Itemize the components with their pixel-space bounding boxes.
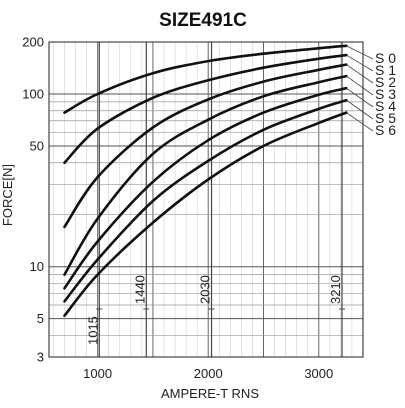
y-tick-label: 50	[30, 138, 44, 153]
x-tick-label: 1000	[83, 366, 112, 381]
x-tick-label: 3000	[304, 366, 333, 381]
force-curves	[63, 44, 348, 317]
y-tick-label: 10	[30, 259, 44, 274]
series-leader	[346, 99, 374, 120]
x-tick-label: 2000	[194, 366, 223, 381]
force-curve	[63, 53, 348, 164]
force-curve	[63, 74, 348, 276]
series-label: S 1	[375, 62, 396, 78]
series-leader	[346, 75, 374, 96]
y-axis-label: FORCE[N]	[0, 164, 15, 226]
marker-label: 3210	[328, 275, 343, 304]
y-tick-label: 200	[22, 35, 44, 50]
y-tick-label: 3	[37, 350, 44, 365]
series-label: S 0	[375, 50, 396, 66]
series-leader	[346, 64, 374, 84]
series-label: S 3	[375, 86, 396, 102]
force-curve	[63, 63, 348, 229]
force-curve	[63, 111, 348, 317]
axis-ticks: 1000 2000 3000 3 5 10 50 100 200	[22, 35, 333, 382]
series-label: S 4	[375, 98, 396, 114]
series-label: S 5	[375, 110, 396, 126]
y-tick-label: 100	[22, 86, 44, 101]
force-curve	[63, 98, 348, 303]
y-tick-label: 5	[37, 311, 44, 326]
x-axis-label: AMPERE-T RNS	[161, 386, 259, 401]
series-leader	[346, 87, 374, 108]
marker-label: 1015	[85, 316, 100, 345]
ampere-markers: 1015 1440 2030 3210	[85, 42, 345, 357]
force-curve	[63, 44, 348, 114]
plot-frame	[48, 41, 364, 358]
series-label: S 6	[375, 122, 396, 138]
marker-label: 1440	[132, 275, 147, 304]
series-leader	[346, 45, 374, 60]
marker-label: 2030	[198, 275, 213, 304]
series-leader	[346, 112, 374, 132]
series-label: S 2	[375, 74, 396, 90]
series-labels: S 0S 1S 2S 3S 4S 5S 6	[346, 45, 396, 138]
series-leader	[346, 54, 374, 72]
grid	[49, 41, 364, 358]
force-curve	[63, 86, 348, 290]
chart-title: SIZE491C	[159, 10, 247, 31]
